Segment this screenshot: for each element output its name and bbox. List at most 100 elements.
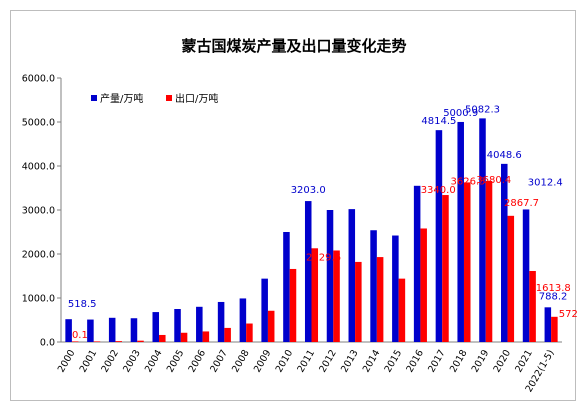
bar-export [246, 323, 253, 342]
data-label-production: 4048.6 [487, 150, 522, 161]
bar-production [239, 298, 247, 342]
bar-export [289, 268, 297, 342]
bar-production [130, 318, 138, 342]
x-tick-label: 2021 [513, 348, 535, 374]
x-tick-label: 2014 [361, 348, 383, 374]
x-tick-label: 2010 [274, 348, 296, 374]
bar-production [304, 201, 312, 342]
x-tick-label: 2020 [492, 348, 514, 374]
x-tick-label: 2004 [143, 348, 165, 374]
bar-export [93, 341, 101, 342]
bar-production [501, 163, 508, 342]
y-axis: 0.0 1000.0 2000.0 3000.0 4000.0 5000.0 6000.0 [22, 74, 62, 349]
bar-export [551, 316, 558, 342]
bar-production [544, 307, 552, 342]
data-label-production: 788.2 [539, 291, 568, 302]
bar-export [420, 228, 427, 342]
bar-production [392, 235, 399, 342]
chart-title: 蒙古国煤炭产量及出口量变化走势 [181, 37, 406, 55]
data-label-export: 572.4 [559, 309, 577, 320]
data-label-production: 518.5 [68, 299, 97, 310]
bar-production [108, 317, 116, 342]
x-tick-label: 2011 [295, 348, 317, 374]
x-tick-label: 2017 [426, 348, 448, 374]
bar-production [261, 278, 268, 342]
data-label-production: 3203.0 [291, 185, 326, 196]
data-label-export: 0.1 [72, 330, 88, 341]
y-tick-label: 5000.0 [22, 118, 55, 129]
data-label-production: 5000.9 [443, 108, 478, 119]
bar-export [311, 248, 319, 342]
chart-svg: 蒙古国煤炭产量及出口量变化走势 产量/万吨 出口/万吨 0.0 1000.0 200… [22, 37, 577, 394]
data-label-export: 2129.6 [306, 252, 341, 263]
x-tick-label: 2019 [470, 348, 492, 374]
bar-export [485, 180, 493, 342]
bar-export [115, 341, 122, 342]
x-tick-label: 2003 [121, 348, 143, 374]
y-tick-label: 2000.0 [22, 250, 55, 261]
data-label-production: 3012.4 [528, 178, 563, 189]
bar-production [152, 312, 160, 342]
legend: 产量/万吨 出口/万吨 [91, 92, 218, 105]
x-axis: 2000 2001 2002 2003 2004 2005 2006 2007 2008 2009… [56, 341, 562, 394]
bar-production [413, 185, 421, 342]
x-tick-label: 2012 [317, 348, 339, 374]
legend-label-production: 产量/万吨 [100, 92, 143, 105]
y-tick-label: 0.0 [40, 338, 55, 349]
legend-label-export: 出口/万吨 [175, 92, 218, 105]
bar-production [479, 118, 486, 342]
bar-export [376, 257, 384, 342]
x-tick-label: 2005 [165, 348, 187, 374]
y-tick-label: 3000.0 [22, 206, 55, 217]
y-tick-label: 6000.0 [22, 74, 55, 85]
bar-export [137, 340, 144, 342]
bar-export [398, 278, 406, 342]
bar-production [457, 121, 464, 343]
legend-swatch-export [166, 95, 172, 101]
bar-production [174, 309, 181, 342]
x-tick-label: 2013 [339, 348, 361, 374]
data-label-export: 2867.7 [504, 198, 539, 209]
bar-export [529, 270, 536, 342]
x-tick-label: 2006 [187, 348, 209, 374]
bar-export [333, 250, 340, 342]
bar-export [507, 215, 515, 342]
x-tick-label: 2015 [383, 348, 405, 374]
bar-production [65, 319, 72, 342]
data-label-production: 4814.5 [421, 116, 456, 127]
bar-production [435, 130, 443, 342]
x-tick-label: 2002 [99, 348, 121, 374]
chart-frame: 蒙古国煤炭产量及出口量变化走势 产量/万吨 出口/万吨 0.0 1000.0 200… [10, 10, 577, 401]
data-label-export: 3680.4 [476, 175, 511, 186]
data-label-export: 3626.5 [451, 176, 486, 187]
data-label-production: 5082.3 [465, 104, 500, 115]
bar-export [442, 195, 449, 342]
bar-export [224, 327, 231, 342]
x-tick-label: 2009 [252, 348, 274, 374]
bar-production [348, 209, 356, 342]
bar-export [355, 261, 362, 342]
bar-production [217, 301, 225, 342]
y-tick-label: 1000.0 [22, 294, 55, 305]
bar-export [71, 341, 79, 342]
x-tick-label: 2007 [208, 348, 230, 374]
bar-export [202, 331, 210, 342]
y-tick-label: 4000.0 [22, 162, 55, 173]
bar-export [180, 332, 188, 342]
bar-production [522, 209, 530, 342]
data-label-export: 3340.0 [421, 185, 456, 196]
bar-production [196, 306, 203, 342]
bars [65, 118, 558, 343]
legend-swatch-production [91, 95, 97, 101]
x-tick-label: 2008 [230, 348, 252, 374]
bar-production [370, 230, 377, 342]
bar-export [159, 334, 166, 342]
x-tick-label: 2018 [448, 348, 470, 374]
x-tick-label: 2016 [404, 348, 426, 374]
bar-production [283, 232, 290, 342]
bar-export [463, 182, 471, 342]
data-label-export: 1613.8 [536, 283, 571, 294]
x-tick-label: 2000 [56, 348, 78, 374]
x-tick-label: 2001 [78, 348, 100, 374]
